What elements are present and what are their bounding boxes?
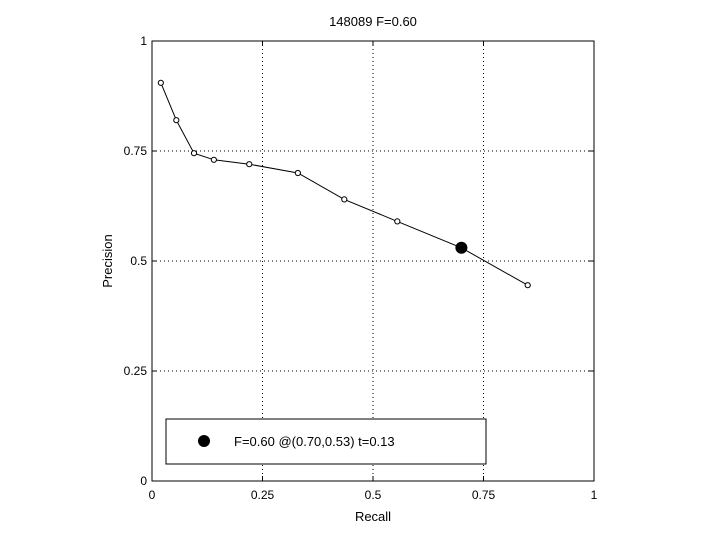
data-point [246, 161, 253, 168]
legend-label: F=0.60 @(0.70,0.53) t=0.13 [234, 434, 395, 449]
y-axis-label: Precision [100, 234, 115, 287]
x-tick-label: 0.25 [251, 488, 275, 502]
x-axis-label: Recall [355, 509, 391, 524]
y-tick-label: 0.75 [124, 144, 148, 158]
legend-marker [198, 435, 210, 447]
data-point [157, 79, 164, 86]
x-tick-label: 0.75 [472, 488, 496, 502]
series-line [160, 82, 528, 286]
x-tick-label: 1 [591, 488, 598, 502]
data-point [190, 150, 198, 157]
data-point [210, 156, 217, 163]
y-tick-label: 0.25 [124, 364, 148, 378]
highlight-point [455, 241, 468, 254]
ticks: 0 0.25 0.5 0.75 1 0 0.25 0.5 0.75 1 [124, 34, 598, 502]
y-tick-label: 1 [140, 34, 147, 48]
grid [152, 41, 594, 481]
data-point [341, 196, 348, 203]
data-point [394, 218, 401, 225]
y-tick-label: 0.5 [130, 254, 147, 268]
legend-box [165, 418, 487, 465]
x-tick-label: 0.5 [365, 488, 382, 502]
x-tick-label: 0 [149, 488, 156, 502]
legend: F=0.60 @(0.70,0.53) t=0.13 [165, 418, 487, 465]
series [157, 79, 531, 289]
data-point [173, 117, 180, 124]
y-tick-label: 0 [140, 474, 147, 488]
data-point [524, 282, 531, 289]
chart-title: 148089 F=0.60 [329, 14, 417, 29]
data-point [294, 169, 301, 177]
